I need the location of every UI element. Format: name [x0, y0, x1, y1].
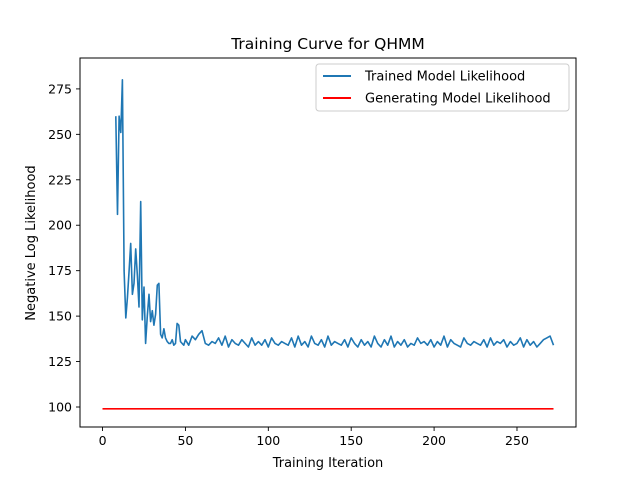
y-tick-label: 225 — [48, 172, 72, 187]
y-tick-label: 175 — [48, 263, 72, 278]
axes-frame — [79, 57, 577, 428]
series-line-0 — [115, 79, 555, 348]
x-axis-label: Training Iteration — [272, 456, 384, 471]
chart-title: Training Curve for QHMM — [230, 35, 425, 53]
legend: Trained Model Likelihood Generating Mode… — [315, 63, 570, 112]
y-tick-label: 250 — [48, 127, 72, 142]
y-tick-label: 100 — [48, 400, 72, 415]
series-layer — [102, 79, 555, 410]
y-tick-label: 150 — [48, 309, 72, 324]
y-tick-label: 275 — [48, 81, 72, 96]
x-tick-label: 250 — [505, 433, 529, 448]
x-tick-label: 100 — [256, 433, 280, 448]
y-axis-label: Negative Log Likelihood — [24, 165, 39, 320]
y-axis-ticks: 100 125 150 175 200 225 250 275 — [48, 81, 80, 415]
y-tick-label: 200 — [48, 218, 72, 233]
legend-label-trained: Trained Model Likelihood — [364, 70, 525, 85]
x-tick-label: 150 — [339, 433, 363, 448]
x-axis-ticks: 0 50 100 150 200 250 — [99, 427, 529, 448]
y-tick-label: 125 — [48, 354, 72, 369]
legend-label-generating: Generating Model Likelihood — [365, 92, 551, 107]
plot-area: 0 50 100 150 200 250 100 125 150 175 200 225 250 275 — [48, 57, 577, 448]
x-tick-label: 0 — [99, 433, 107, 448]
x-tick-label: 50 — [177, 433, 193, 448]
legend-box — [315, 63, 570, 112]
x-tick-label: 200 — [422, 433, 446, 448]
